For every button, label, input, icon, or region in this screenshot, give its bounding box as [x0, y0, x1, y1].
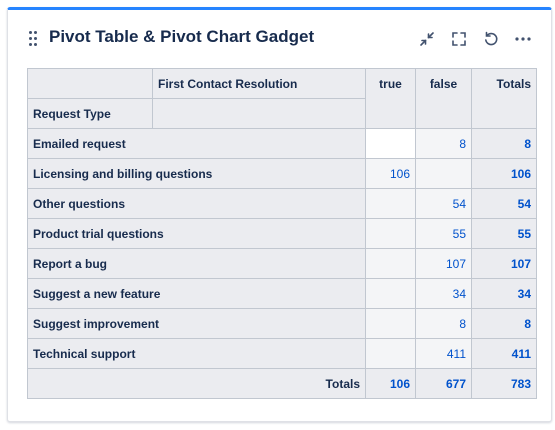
value-cell[interactable]: [365, 188, 416, 219]
table-row: Licensing and billing questions 106 106: [27, 158, 537, 189]
fullscreen-icon[interactable]: [449, 29, 469, 49]
row-total-cell[interactable]: 8: [471, 128, 537, 159]
value-cell[interactable]: [415, 158, 472, 189]
row-total-cell[interactable]: 8: [471, 308, 537, 339]
value-cell[interactable]: 106: [365, 158, 416, 189]
table-row: Technical support 411 411: [27, 338, 537, 369]
minimize-icon[interactable]: [417, 29, 437, 49]
column-header-totals: Totals: [471, 68, 537, 129]
column-header-false: false: [415, 68, 472, 129]
column-field-label: First Contact Resolution: [152, 68, 366, 99]
table-row: Product trial questions 55 55: [27, 218, 537, 249]
row-label: Emailed request: [27, 128, 366, 159]
table-row: Emailed request 8 8: [27, 128, 537, 159]
column-total-true[interactable]: 106: [365, 368, 416, 399]
pivot-table: First Contact Resolution true false Tota…: [27, 68, 537, 399]
value-cell[interactable]: 107: [415, 248, 472, 279]
value-cell[interactable]: 34: [415, 278, 472, 309]
row-total-cell[interactable]: 54: [471, 188, 537, 219]
corner-cell: [27, 68, 153, 99]
table-row: Report a bug 107 107: [27, 248, 537, 279]
column-header-true: true: [365, 68, 416, 129]
refresh-icon[interactable]: [481, 29, 501, 49]
row-total-cell[interactable]: 34: [471, 278, 537, 309]
row-label: Suggest a new feature: [27, 278, 366, 309]
value-cell[interactable]: 54: [415, 188, 472, 219]
row-label: Suggest improvement: [27, 308, 366, 339]
row-total-cell[interactable]: 106: [471, 158, 537, 189]
row-label: Product trial questions: [27, 218, 366, 249]
more-icon[interactable]: [513, 29, 533, 49]
value-cell[interactable]: [365, 278, 416, 309]
totals-label: Totals: [27, 368, 366, 399]
grand-total[interactable]: 783: [471, 368, 537, 399]
column-total-false[interactable]: 677: [415, 368, 472, 399]
row-total-cell[interactable]: 411: [471, 338, 537, 369]
value-cell[interactable]: [365, 308, 416, 339]
drag-handle-icon[interactable]: [29, 31, 39, 47]
value-cell[interactable]: 55: [415, 218, 472, 249]
totals-row: Totals 106 677 783: [27, 368, 537, 399]
row-label: Technical support: [27, 338, 366, 369]
value-cell[interactable]: 8: [415, 128, 472, 159]
table-row: Suggest a new feature 34 34: [27, 278, 537, 309]
row-label: Report a bug: [27, 248, 366, 279]
pivot-gadget: Pivot Table & Pivot Chart Gadget: [7, 7, 552, 422]
row-total-cell[interactable]: 55: [471, 218, 537, 249]
value-cell[interactable]: [365, 128, 416, 159]
row-field-label: Request Type: [27, 98, 153, 129]
value-cell[interactable]: 8: [415, 308, 472, 339]
table-row: Suggest improvement 8 8: [27, 308, 537, 339]
value-cell[interactable]: [365, 248, 416, 279]
row-label: Other questions: [27, 188, 366, 219]
row-field-spacer: [152, 98, 366, 129]
row-label: Licensing and billing questions: [27, 158, 366, 189]
table-row: Other questions 54 54: [27, 188, 537, 219]
value-cell[interactable]: [365, 218, 416, 249]
row-total-cell[interactable]: 107: [471, 248, 537, 279]
gadget-header: Pivot Table & Pivot Chart Gadget: [8, 10, 551, 66]
value-cell[interactable]: 411: [415, 338, 472, 369]
value-cell[interactable]: [365, 338, 416, 369]
gadget-title: Pivot Table & Pivot Chart Gadget: [49, 27, 315, 46]
